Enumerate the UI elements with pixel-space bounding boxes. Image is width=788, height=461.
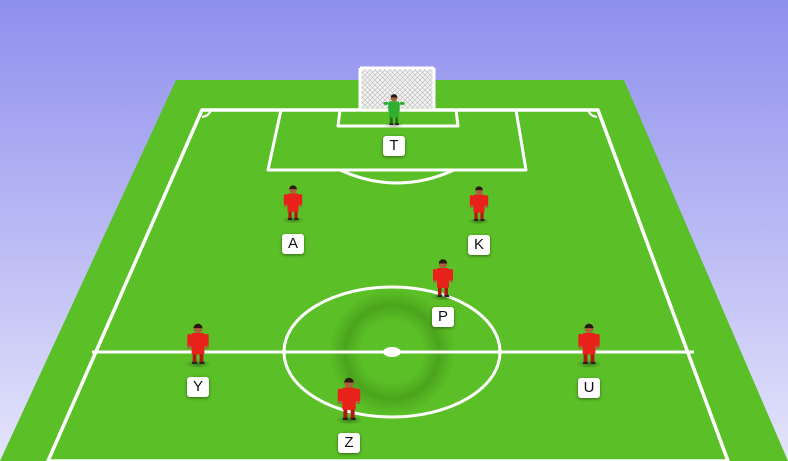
corner-arc-right (587, 109, 598, 118)
player-t (383, 94, 405, 129)
player-y (185, 323, 211, 369)
player-a (281, 185, 305, 224)
center-circle (282, 285, 502, 419)
player-label-k: K (468, 235, 490, 255)
player-label-u: U (578, 378, 600, 398)
player-label-y: Y (187, 377, 209, 397)
player-z (335, 377, 363, 425)
players-layer (185, 94, 602, 425)
player-label-z: Z (338, 433, 360, 453)
center-spot (383, 347, 401, 357)
goal-area (336, 108, 460, 128)
player-label-t: T (383, 136, 405, 156)
player-label-p: P (432, 307, 454, 327)
corner-arc-left (201, 109, 212, 118)
player-label-a: A (282, 234, 304, 254)
penalty-arc (339, 168, 455, 185)
player-p (431, 259, 455, 301)
player-k (467, 186, 491, 225)
player-u (576, 323, 602, 369)
